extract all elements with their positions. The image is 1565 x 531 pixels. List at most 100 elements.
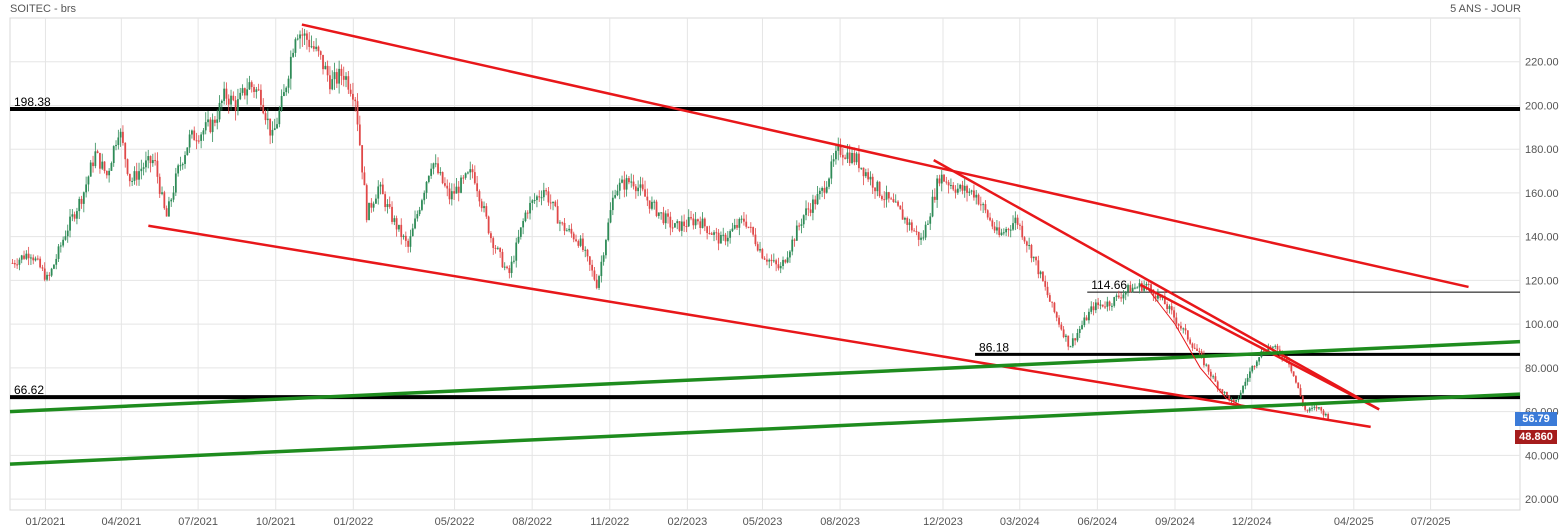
candle-down — [471, 169, 474, 173]
candle-up — [1168, 306, 1171, 310]
candle-up — [1223, 391, 1226, 394]
candle-up — [237, 99, 239, 111]
candle-up — [816, 194, 819, 205]
candle-up — [639, 184, 642, 188]
candle-up — [241, 88, 244, 93]
candle-down — [1150, 284, 1152, 290]
x-tick-label: 09/2024 — [1155, 516, 1195, 528]
candle-down — [1097, 302, 1100, 306]
candle-down — [979, 204, 982, 206]
candle-up — [450, 191, 453, 200]
candle-up — [1090, 306, 1093, 312]
candle-down — [1297, 382, 1300, 389]
candle-down — [1177, 323, 1180, 326]
candle-up — [276, 124, 278, 129]
candle-up — [34, 258, 37, 261]
candle-down — [989, 217, 991, 221]
candle-down — [752, 227, 755, 235]
candle-up — [266, 118, 269, 121]
candle-down — [991, 220, 994, 227]
candle-down — [915, 231, 918, 233]
candle-up — [82, 192, 85, 204]
candle-down — [209, 119, 212, 133]
candle-up — [71, 214, 74, 217]
candle-up — [427, 175, 430, 182]
candle-down — [225, 88, 228, 99]
y-tick-label: 220.00 — [1525, 57, 1559, 69]
candle-up — [66, 230, 69, 237]
candle-down — [250, 82, 253, 88]
candle-up — [1069, 346, 1072, 348]
candle-up — [529, 202, 531, 214]
candle-up — [653, 201, 656, 203]
candle-down — [335, 72, 338, 84]
candle-down — [593, 270, 596, 280]
candle-down — [103, 161, 106, 171]
candle-up — [1249, 371, 1251, 378]
candle-down — [1207, 364, 1210, 372]
candle-up — [202, 130, 205, 135]
candle-down — [1180, 325, 1182, 329]
candle-down — [1021, 225, 1024, 238]
candle-up — [20, 255, 23, 260]
candle-down — [1046, 286, 1049, 296]
candle-up — [630, 181, 633, 183]
candle-up — [1274, 345, 1277, 347]
candle-up — [621, 179, 623, 183]
candle-up — [464, 173, 467, 178]
candle-up — [602, 255, 605, 262]
candle-up — [664, 213, 667, 224]
x-tick-label: 04/2021 — [101, 516, 141, 528]
candle-up — [294, 39, 297, 53]
candle-up — [517, 236, 520, 243]
candle-down — [678, 221, 681, 231]
candle-up — [924, 224, 927, 238]
candle-up — [660, 212, 663, 214]
candle-down — [883, 199, 886, 201]
candle-up — [837, 144, 840, 151]
candle-up — [117, 137, 120, 146]
candle-down — [715, 232, 718, 234]
candle-down — [745, 221, 748, 227]
candle-down — [1306, 409, 1309, 411]
candle-up — [1111, 305, 1113, 307]
x-tick-label: 10/2021 — [256, 516, 296, 528]
candle-down — [547, 191, 550, 203]
candle-up — [524, 212, 527, 222]
candle-up — [694, 219, 697, 226]
candle-down — [634, 186, 637, 192]
candle-down — [887, 192, 890, 199]
candle-up — [637, 187, 640, 192]
candle-up — [181, 163, 184, 166]
candle-up — [310, 46, 313, 48]
candle-down — [381, 184, 384, 195]
horizontal-level-label: 114.66 — [1091, 278, 1127, 292]
candle-down — [1216, 381, 1219, 390]
candle-down — [595, 279, 598, 288]
candle-down — [99, 152, 101, 169]
candle-up — [1251, 366, 1254, 372]
candle-down — [253, 87, 255, 92]
candle-up — [616, 190, 619, 196]
candle-down — [269, 118, 272, 136]
candle-down — [105, 170, 108, 176]
horizontal-level-label: 198.38 — [14, 95, 51, 109]
candle-down — [1030, 245, 1033, 259]
candle-up — [922, 237, 925, 239]
y-tick-label: 40.000 — [1525, 450, 1559, 462]
candle-up — [271, 129, 274, 136]
candle-down — [706, 226, 709, 234]
candle-up — [55, 258, 58, 265]
candle-up — [720, 235, 722, 244]
candle-up — [469, 169, 472, 173]
x-tick-label: 07/2021 — [178, 516, 218, 528]
candle-down — [632, 181, 635, 187]
candle-up — [795, 225, 798, 241]
candle-down — [301, 34, 304, 36]
candle-down — [1092, 306, 1095, 311]
candle-down — [943, 174, 945, 182]
candle-up — [246, 89, 249, 96]
candle-down — [322, 54, 324, 70]
candle-up — [768, 259, 771, 262]
candle-up — [50, 268, 53, 276]
